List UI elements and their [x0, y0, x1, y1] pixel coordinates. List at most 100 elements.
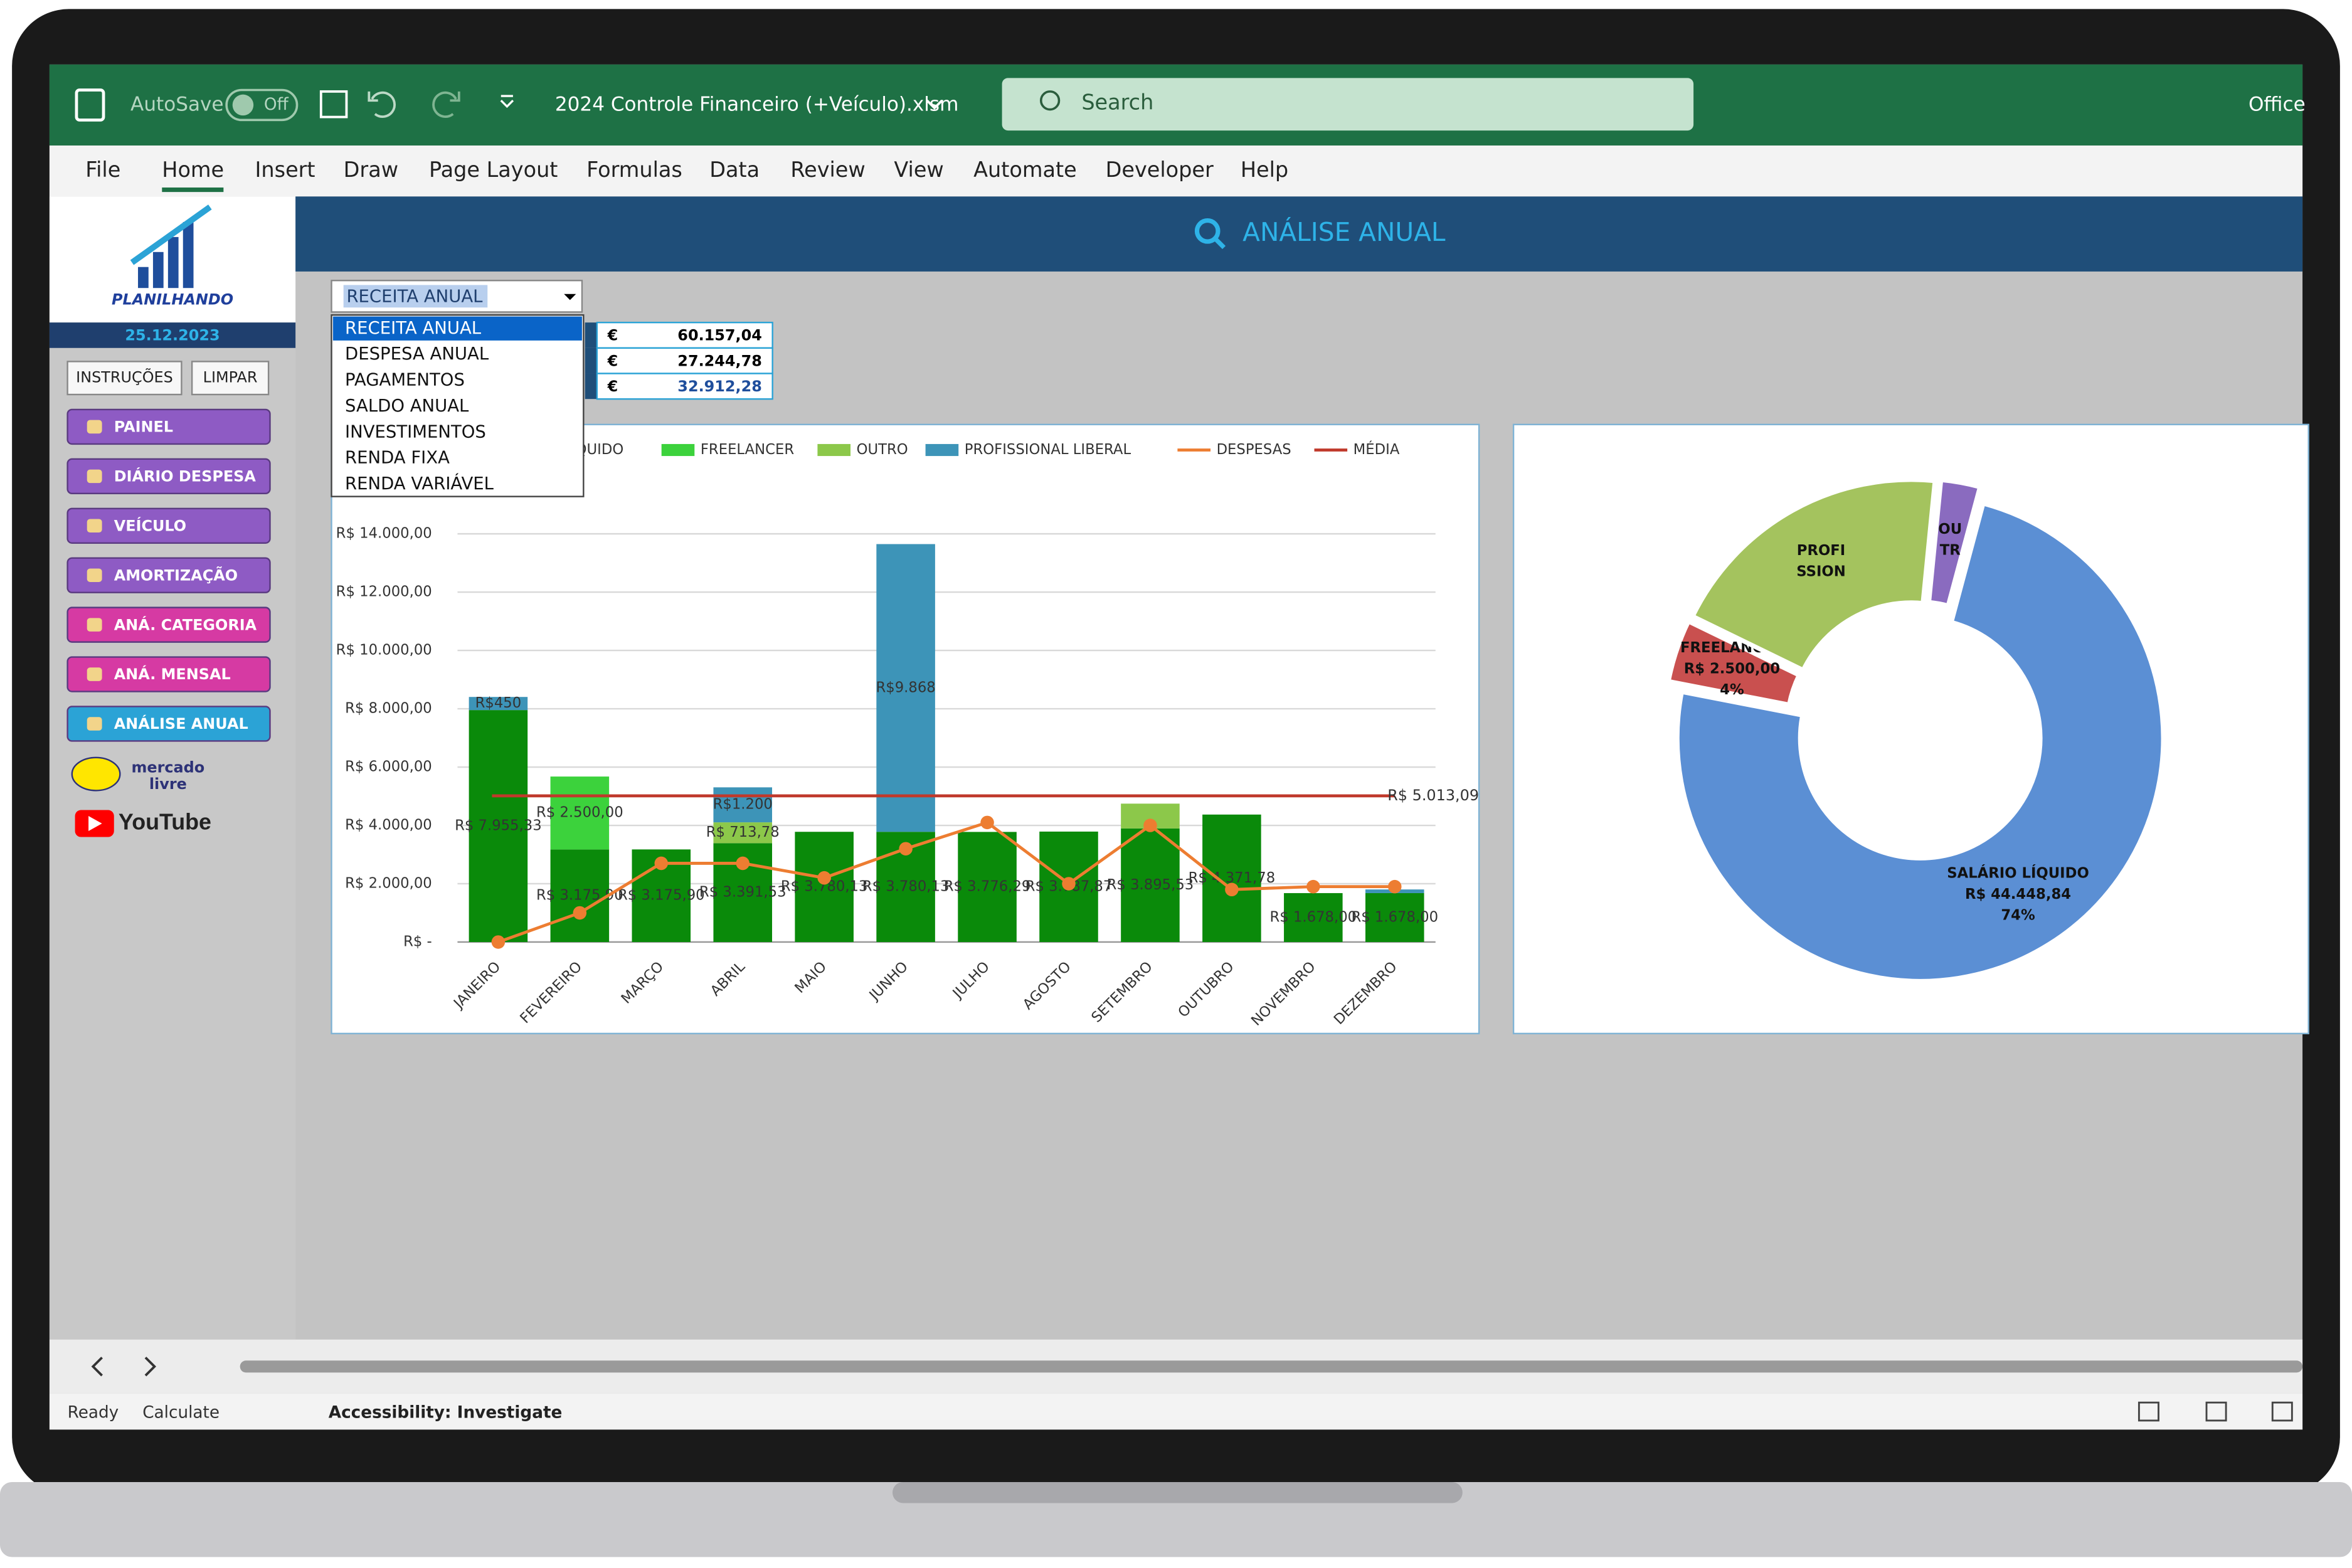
- search-box[interactable]: [1002, 78, 1694, 131]
- dropdown-option[interactable]: PAGAMENTOS: [345, 370, 465, 390]
- menu-tab[interactable]: Data: [709, 157, 760, 182]
- data-label: R$1.200: [713, 797, 773, 813]
- excel-icon[interactable]: [75, 88, 105, 122]
- summary-amount: 27.244,78: [677, 352, 762, 369]
- summary-currency: €: [607, 378, 618, 395]
- data-label: R$ 3.895,53: [1107, 877, 1194, 893]
- menu-tab[interactable]: File: [85, 157, 120, 182]
- dropdown-selection: [343, 285, 488, 308]
- summary-marker: [585, 322, 597, 348]
- dropdown-arrow: [564, 294, 576, 300]
- view-icons[interactable]: [2137, 1401, 2293, 1422]
- legend-key: [817, 443, 851, 457]
- brand: PLANILHANDO: [112, 290, 233, 308]
- menu-tab[interactable]: View: [894, 157, 943, 182]
- small-button[interactable]: [191, 361, 270, 396]
- logo: [130, 204, 212, 289]
- menu-tab[interactable]: Automate: [973, 157, 1077, 182]
- legend-key: [661, 443, 695, 457]
- bar-segment: [1284, 893, 1343, 942]
- small-button[interactable]: [66, 361, 183, 396]
- nav-button[interactable]: [66, 408, 271, 445]
- small-button-label: INSTRUÇÕES: [76, 368, 173, 386]
- data-label: R$ 3.776,29: [944, 879, 1031, 895]
- y-tick-label: R$ 12.000,00: [336, 584, 432, 600]
- nav-button[interactable]: [66, 507, 271, 544]
- nav-button[interactable]: [66, 607, 271, 643]
- data-label: R$ 2.500,00: [536, 805, 623, 821]
- slice-label: 74%: [2001, 907, 2035, 923]
- expense-point: [899, 842, 913, 856]
- bar-segment: [1365, 893, 1424, 942]
- qat-customize[interactable]: [500, 95, 514, 109]
- menu-tab[interactable]: Developer: [1106, 157, 1214, 182]
- dropdown-option[interactable]: RECEITA ANUAL: [345, 318, 482, 338]
- menu-tab[interactable]: Insert: [255, 157, 315, 182]
- header-icon: [1194, 218, 1221, 244]
- undo-icon[interactable]: [368, 91, 396, 118]
- expense-point: [817, 871, 831, 885]
- y-tick-label: R$ 14.000,00: [336, 526, 432, 542]
- legend-label: OUTRO: [857, 442, 908, 458]
- autosave-label: AutoSave: [130, 93, 223, 115]
- y-tick-label: R$ 10.000,00: [336, 642, 432, 659]
- nav-button[interactable]: [66, 458, 271, 495]
- expense-point: [573, 906, 587, 920]
- search-icon: [1039, 90, 1061, 111]
- nav-button[interactable]: [66, 656, 271, 692]
- data-label: R$ 7.955,33: [455, 818, 542, 834]
- nav-icon: [87, 568, 102, 582]
- menu-tab[interactable]: Page Layout: [429, 157, 558, 182]
- date-bar: [49, 322, 296, 348]
- dropdown-option[interactable]: DESPESA ANUAL: [345, 344, 489, 364]
- autosave-state: Off: [264, 95, 289, 114]
- sheet-nav[interactable]: [91, 1357, 157, 1377]
- menu-tab[interactable]: Help: [1241, 157, 1288, 182]
- bar-segment: [469, 697, 528, 711]
- mercado-logo: [71, 756, 121, 792]
- menu-tab[interactable]: Review: [790, 157, 865, 182]
- nav-label: ANÁ. CATEGORIA: [114, 615, 257, 633]
- bar-segment: [958, 832, 1017, 942]
- bar-segment: [713, 787, 773, 823]
- legend-label: MÉDIA: [1353, 440, 1400, 458]
- data-label: R$ 1.678,00: [1270, 909, 1357, 925]
- status-accessibility[interactable]: Accessibility: Investigate: [329, 1403, 563, 1422]
- dropdown-option[interactable]: INVESTIMENTOS: [345, 421, 486, 442]
- menu-tab[interactable]: Draw: [344, 157, 398, 182]
- y-tick-label: R$ -: [403, 933, 432, 950]
- average-label: R$ 5.013,09: [1387, 787, 1479, 804]
- dropdown-option[interactable]: RENDA FIXA: [345, 448, 450, 468]
- youtube-text: YouTube: [119, 809, 211, 834]
- nav-button[interactable]: [66, 706, 271, 742]
- save-icon[interactable]: [319, 90, 348, 119]
- donut-slice: [1689, 477, 1938, 674]
- menu-tab[interactable]: Formulas: [586, 157, 682, 182]
- data-label: R$ 713,78: [706, 824, 780, 840]
- bar-segment: [1202, 814, 1261, 942]
- dropdown-option[interactable]: SALDO ANUAL: [345, 396, 469, 416]
- bar-segment: [550, 776, 610, 850]
- sidebar: [49, 347, 296, 1340]
- menu-tab[interactable]: Home: [162, 157, 224, 182]
- search-placeholder[interactable]: Search: [1081, 90, 1153, 115]
- redo-icon[interactable]: [432, 91, 460, 118]
- autosave-toggle[interactable]: [225, 88, 299, 122]
- status-calculate[interactable]: Calculate: [142, 1403, 220, 1422]
- laptop-base: [0, 1481, 2352, 1557]
- filename-chevron[interactable]: [926, 99, 943, 110]
- y-tick-label: R$ 8.000,00: [345, 701, 432, 717]
- legend-label: DESPESAS: [1217, 442, 1291, 458]
- bar-segment: [1121, 828, 1180, 942]
- horizontal-scrollbar[interactable]: [240, 1360, 2303, 1373]
- bar-segment: [795, 832, 854, 942]
- nav-icon: [87, 667, 102, 681]
- file-name[interactable]: 2024 Controle Financeiro (+Veículo).xlsm: [555, 93, 959, 115]
- youtube-play: [88, 816, 102, 831]
- expense-point: [736, 856, 750, 871]
- nav-label: ANÁLISE ANUAL: [114, 714, 248, 733]
- data-label: R$450: [475, 695, 522, 711]
- nav-button[interactable]: [66, 557, 271, 593]
- dropdown-option[interactable]: RENDA VARIÁVEL: [345, 472, 494, 494]
- ribbon-tabs: [49, 145, 2303, 197]
